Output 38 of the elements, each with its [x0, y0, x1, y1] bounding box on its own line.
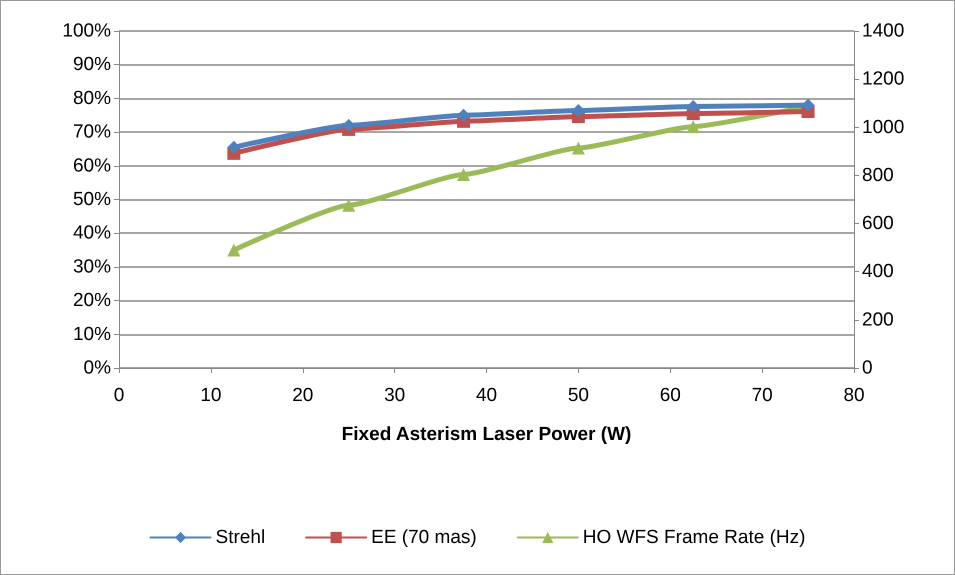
point — [686, 120, 700, 134]
x-tick-label: 10 — [200, 385, 222, 406]
x-tick-label: 80 — [843, 385, 865, 406]
y-tick-label: 0% — [84, 358, 112, 378]
x-tick-label: 30 — [384, 385, 406, 406]
y-tick-label: 20% — [72, 290, 112, 312]
point — [227, 244, 240, 257]
x-tick-label: 70 — [752, 385, 773, 406]
point — [457, 168, 470, 181]
y-tick-label: 60% — [72, 155, 112, 176]
y-tick-label: 40% — [72, 222, 112, 244]
point — [572, 141, 585, 154]
x-tick-label: 60 — [660, 385, 681, 406]
x-tick-label: 20 — [292, 385, 314, 406]
y-tick-label: 80% — [72, 88, 112, 109]
y-tick-label: 100% — [62, 20, 112, 42]
y-tick-label: 50% — [72, 189, 112, 210]
x-axis-title: Fixed Asterism Laser Power (W) — [342, 424, 632, 445]
y-tick-label: 90% — [72, 54, 112, 76]
y2-tick-label: 0 — [862, 358, 873, 378]
y-tick-label: 30% — [72, 256, 112, 278]
legend-label: Strehl — [216, 527, 266, 548]
point — [342, 198, 356, 212]
y2-tick-label: 200 — [862, 309, 894, 330]
y2-tick-label: 1400 — [862, 20, 904, 42]
y2-tick-label: 600 — [862, 213, 894, 234]
x-tick-label: 50 — [568, 385, 589, 406]
y2-tick-label: 800 — [862, 164, 894, 186]
legend-label: EE (70 mas) — [371, 527, 477, 548]
x-tick-label: 40 — [476, 385, 498, 406]
point — [227, 140, 240, 154]
y2-tick-label: 400 — [862, 261, 894, 282]
y2-tick-label: 1200 — [862, 68, 904, 90]
y-tick-label: 70% — [72, 122, 112, 143]
y2-tick-label: 1000 — [862, 116, 904, 138]
x-tick-label: 0 — [114, 385, 124, 406]
legend-label: HO WFS Frame Rate (Hz) — [582, 527, 806, 548]
y-tick-label: 10% — [72, 324, 112, 345]
